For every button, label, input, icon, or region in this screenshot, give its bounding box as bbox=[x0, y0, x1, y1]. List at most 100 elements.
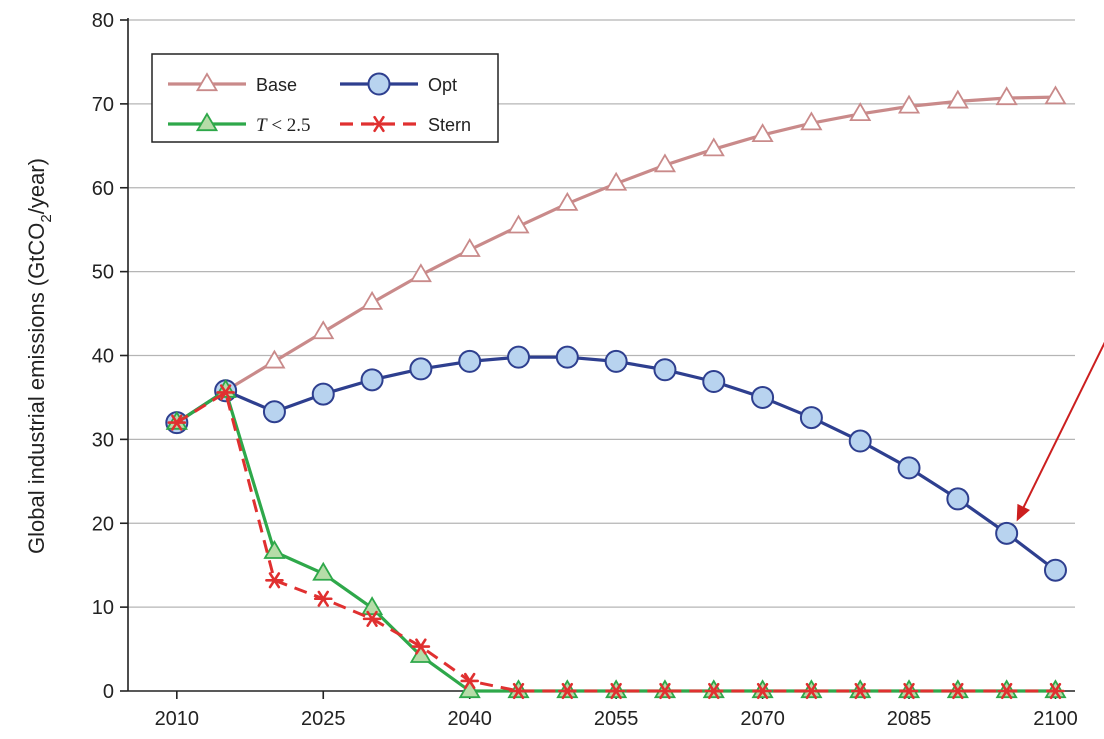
x-tick-label: 2100 bbox=[1033, 708, 1078, 730]
data-point bbox=[263, 539, 286, 559]
legend-item: Stern bbox=[340, 115, 471, 135]
annotation-arrow-head bbox=[1016, 503, 1031, 522]
series-line bbox=[175, 389, 1056, 693]
data-point bbox=[946, 89, 969, 109]
data-point bbox=[558, 682, 577, 700]
data-point bbox=[458, 238, 481, 257]
data-point bbox=[799, 406, 823, 430]
legend: Base Opt T < 2.5 Stern bbox=[151, 53, 499, 143]
data-point bbox=[507, 214, 530, 234]
y-tick-label: 30 bbox=[92, 429, 114, 451]
data-point bbox=[216, 384, 235, 401]
series-t-2-5 bbox=[165, 378, 1067, 699]
data-point bbox=[751, 123, 774, 143]
legend-label: T < 2.5 bbox=[256, 115, 311, 136]
x-tick-label: 2010 bbox=[155, 708, 200, 730]
data-point bbox=[995, 521, 1019, 545]
data-point bbox=[704, 682, 724, 700]
data-point bbox=[263, 349, 286, 369]
x-tick-label: 2055 bbox=[594, 708, 639, 730]
y-axis-title-suffix: /year) bbox=[24, 158, 49, 214]
data-series bbox=[165, 85, 1067, 700]
data-point bbox=[948, 682, 968, 700]
data-point bbox=[262, 400, 286, 424]
data-point bbox=[702, 137, 725, 157]
y-tick-label: 70 bbox=[92, 94, 114, 116]
data-point bbox=[409, 263, 432, 283]
data-point bbox=[411, 638, 431, 655]
x-tick-label: 2025 bbox=[301, 708, 346, 730]
data-point bbox=[702, 370, 726, 394]
series-line bbox=[175, 355, 1057, 572]
data-point bbox=[997, 682, 1016, 700]
data-point bbox=[1043, 558, 1067, 582]
y-tick-label: 40 bbox=[92, 346, 114, 368]
data-point bbox=[995, 86, 1018, 106]
series-line bbox=[176, 390, 1056, 693]
legend-item: Opt bbox=[340, 72, 457, 96]
y-tick-label: 60 bbox=[92, 178, 114, 200]
data-point bbox=[555, 345, 579, 369]
data-point bbox=[460, 672, 480, 690]
series-line bbox=[175, 95, 1056, 424]
data-point bbox=[897, 456, 921, 480]
data-point bbox=[312, 320, 335, 340]
data-point bbox=[556, 191, 579, 211]
data-point bbox=[946, 487, 970, 511]
legend-marker bbox=[367, 72, 391, 96]
data-point bbox=[167, 414, 187, 431]
data-point bbox=[313, 590, 333, 607]
data-point bbox=[361, 596, 384, 616]
y-tick-label: 20 bbox=[92, 513, 114, 535]
legend-label: Opt bbox=[428, 75, 457, 95]
y-tick-label: 0 bbox=[103, 681, 114, 703]
legend-label-rest: < 2.5 bbox=[267, 115, 311, 136]
legend-item: Base bbox=[168, 72, 297, 95]
legend-marker bbox=[369, 115, 389, 133]
y-tick-label: 50 bbox=[92, 262, 114, 284]
legend-item: T < 2.5 bbox=[168, 112, 311, 136]
data-point bbox=[605, 171, 628, 191]
data-point bbox=[312, 561, 335, 581]
series-base bbox=[165, 85, 1067, 430]
data-point bbox=[850, 682, 870, 700]
data-point bbox=[897, 94, 921, 114]
data-point bbox=[1044, 85, 1067, 105]
data-point bbox=[753, 682, 772, 700]
y-tick-label: 80 bbox=[92, 10, 114, 32]
data-point bbox=[653, 153, 677, 173]
legend-marker bbox=[195, 112, 219, 132]
data-point bbox=[802, 682, 821, 700]
legend-label: Base bbox=[256, 75, 297, 95]
x-tick-label: 2085 bbox=[887, 708, 932, 730]
data-point bbox=[458, 349, 482, 373]
data-point bbox=[1046, 682, 1065, 700]
axes: 0 10 20 30 40 50 60 70 80 2010 2025 2040 2055 2070 208… bbox=[92, 10, 1078, 730]
data-point bbox=[800, 111, 823, 131]
y-axis-title: Global industrial emissions (GtCO2/year) bbox=[24, 158, 55, 554]
data-point bbox=[848, 429, 872, 453]
data-point bbox=[507, 345, 531, 369]
annotation-arrow-shaft bbox=[1020, 341, 1104, 513]
annotation bbox=[1016, 341, 1104, 522]
data-point bbox=[361, 290, 384, 310]
data-point bbox=[606, 682, 626, 700]
data-point bbox=[311, 382, 335, 406]
y-tick-label: 10 bbox=[92, 597, 114, 619]
data-point bbox=[604, 349, 628, 373]
legend-label: Stern bbox=[428, 115, 471, 135]
data-point bbox=[899, 682, 919, 700]
x-tick-label: 2040 bbox=[447, 708, 492, 730]
data-point bbox=[655, 682, 675, 700]
data-point bbox=[653, 358, 677, 382]
legend-label-var: T bbox=[256, 115, 268, 136]
series-opt bbox=[165, 345, 1067, 582]
data-point bbox=[509, 682, 528, 700]
data-point bbox=[362, 610, 382, 627]
data-point bbox=[849, 102, 872, 122]
y-axis-title-prefix: Global industrial emissions (GtCO bbox=[24, 223, 49, 554]
data-point bbox=[458, 679, 481, 699]
data-point bbox=[265, 572, 284, 589]
series-stern bbox=[167, 384, 1065, 700]
